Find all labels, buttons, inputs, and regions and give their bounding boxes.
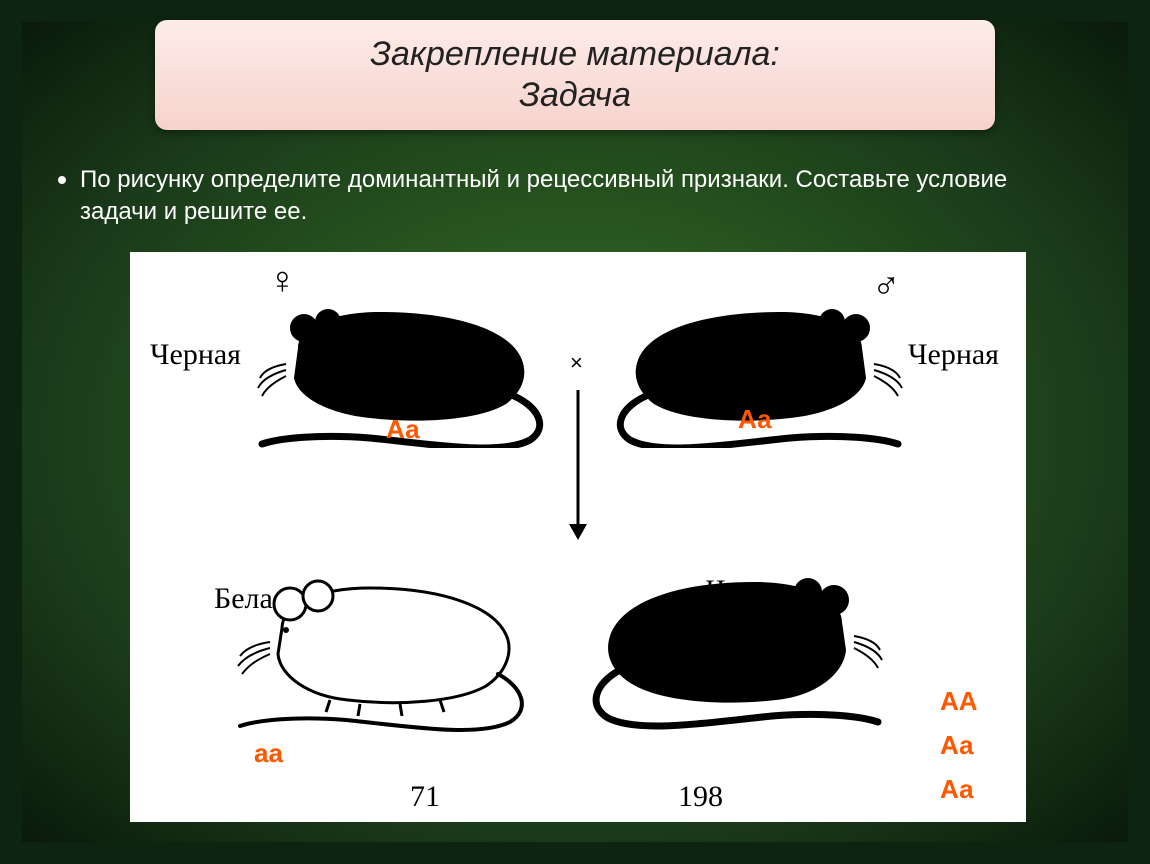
offspring-rat-white xyxy=(230,554,530,734)
offspring-black-genotype-2: Аа xyxy=(940,730,974,761)
offspring-white-count: 71 xyxy=(410,780,440,814)
male-genotype: Аа xyxy=(738,404,772,435)
offspring-black-count: 198 xyxy=(678,780,723,814)
title-line-2: Задача xyxy=(175,75,975,116)
male-color-label: Черная xyxy=(908,338,999,372)
title-banner: Закрепление материала: Задача xyxy=(155,20,995,130)
female-color-label: Черная xyxy=(150,338,241,372)
diagram-panel: ♀ Черная ♂ Черная Аа Аа × Белая Черная xyxy=(130,252,1026,822)
offspring-black-genotype-1: АА xyxy=(940,686,978,717)
offspring-rat-black xyxy=(590,554,890,734)
bullet-icon xyxy=(58,176,66,184)
arrow-down-icon xyxy=(566,390,590,540)
female-genotype: Аа xyxy=(386,414,420,445)
offspring-white-genotype: аа xyxy=(254,738,283,769)
task-text: По рисунку определите доминантный и реце… xyxy=(80,164,1070,229)
cross-symbol: × xyxy=(570,350,583,376)
title-line-1: Закрепление материала: xyxy=(175,34,975,75)
offspring-black-genotype-3: Аа xyxy=(940,774,974,805)
